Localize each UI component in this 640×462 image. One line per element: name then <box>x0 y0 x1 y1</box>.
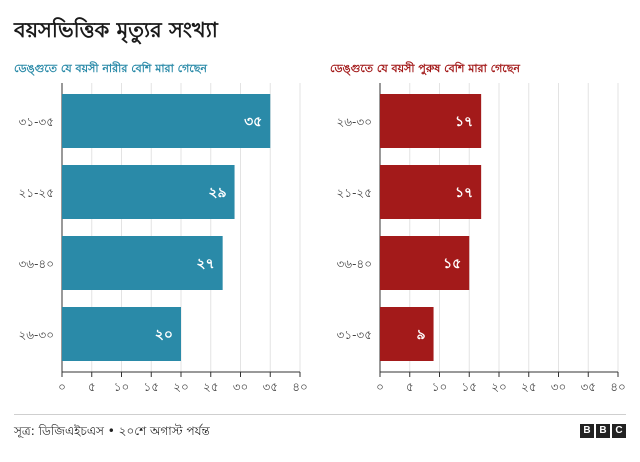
female-bar <box>62 94 271 148</box>
female-x-tick-label: ১৫ <box>143 380 159 394</box>
bbc-logo-letter: C <box>612 424 626 438</box>
female-bar <box>62 236 223 290</box>
female-bar-value-label: ২০ <box>155 327 173 343</box>
female-bar-value-label: ২৯ <box>208 185 226 201</box>
female-category-label: ৩৬-৪০ <box>18 257 54 271</box>
male-x-tick-label: ৪০ <box>610 380 626 394</box>
female-category-label: ২৬-৩০ <box>18 328 54 342</box>
bbc-logo-letter: B <box>580 424 594 438</box>
male-x-tick-label: ১৫ <box>461 380 477 394</box>
male-category-label: ৩১-৩৫ <box>336 328 372 342</box>
male-bar <box>380 165 482 219</box>
female-x-tick-label: ৩৫ <box>262 380 278 394</box>
bbc-logo: B B C <box>580 424 626 438</box>
male-bar-value-label: ৯ <box>416 327 425 343</box>
female-x-tick-label: ০ <box>58 380 66 394</box>
female-chart-subtitle: ডেঙ্গুতে যে বয়সী নারীর বেশি মারা গেছেন <box>14 62 207 75</box>
male-category-label: ৩৬-৪০ <box>336 257 372 271</box>
male-x-tick-label: ১০ <box>432 380 448 394</box>
female-bar-value-label: ২৭ <box>196 256 214 272</box>
chart-title: বয়সভিত্তিক মৃত্যুর সংখ্যা <box>14 18 218 42</box>
female-x-tick-label: ২০ <box>173 380 189 394</box>
female-bar <box>62 165 235 219</box>
female-bar-value-label: ৩৫ <box>244 114 262 130</box>
female-x-tick-label: ২৫ <box>203 380 219 394</box>
male-bar-value-label: ১৭ <box>455 185 473 201</box>
male-bar <box>380 236 470 290</box>
female-bar <box>62 307 181 361</box>
female-x-tick-label: ৩০ <box>233 380 249 394</box>
male-x-tick-label: ২০ <box>491 380 507 394</box>
male-bar <box>380 307 434 361</box>
bbc-logo-letter: B <box>596 424 610 438</box>
female-category-label: ৩১-৩৫ <box>18 115 54 129</box>
footer-divider <box>14 414 626 415</box>
male-category-label: ২১-২৫ <box>336 186 372 200</box>
male-x-tick-label: ৩০ <box>551 380 567 394</box>
male-bar-value-label: ১৭ <box>455 114 473 130</box>
male-x-tick-label: ২৫ <box>521 380 537 394</box>
male-x-tick-label: ০ <box>376 380 384 394</box>
male-x-tick-label: ৫ <box>406 380 414 394</box>
female-x-tick-label: ১০ <box>114 380 130 394</box>
male-x-tick-label: ৩৫ <box>580 380 596 394</box>
male-bar-value-label: ১৫ <box>443 256 461 272</box>
male-bar <box>380 94 482 148</box>
female-category-label: ২১-২৫ <box>18 186 54 200</box>
female-x-tick-label: ৫ <box>88 380 96 394</box>
male-category-label: ২৬-৩০ <box>336 115 372 129</box>
male-chart-subtitle: ডেঙ্গুতে যে বয়সী পুরুষ বেশি মারা গেছেন <box>330 62 520 75</box>
female-x-tick-label: ৪০ <box>292 380 308 394</box>
source-note: সূত্র: ডিজিএইচএস • ২০শে অগাস্ট পর্যন্ত <box>14 424 210 438</box>
